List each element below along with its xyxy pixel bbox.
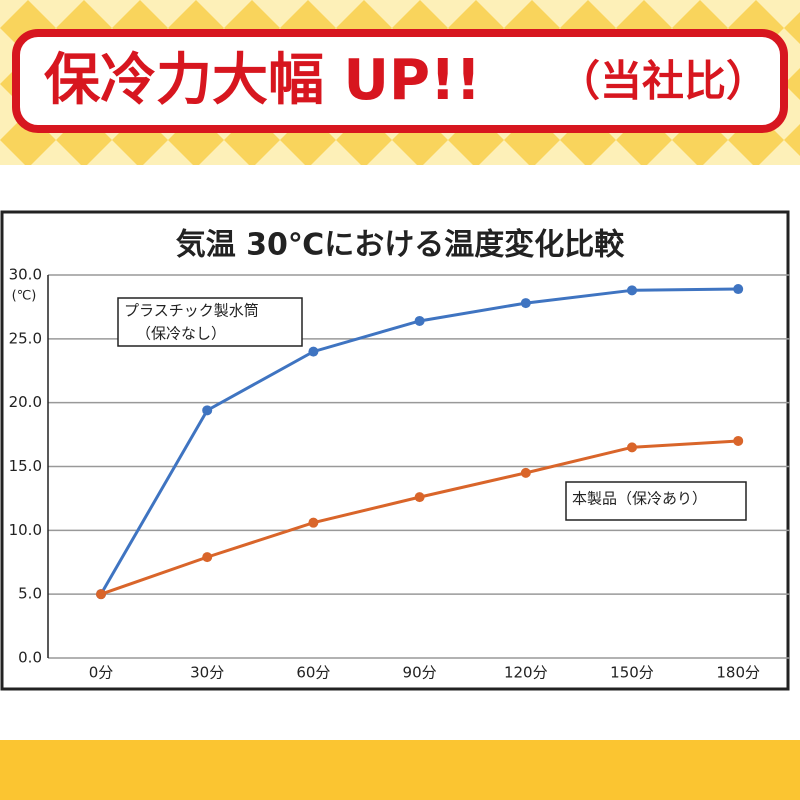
- y-tick-label: 20.0: [9, 393, 42, 411]
- data-point: [627, 285, 637, 296]
- series-label: 本製品（保冷あり）: [572, 490, 707, 508]
- data-point: [733, 435, 744, 446]
- header-box: [12, 29, 788, 133]
- header-title: 保冷力大幅 UP!!: [44, 48, 481, 113]
- x-tick-label: 0分: [89, 664, 114, 682]
- data-point: [520, 298, 531, 309]
- data-point: [96, 589, 106, 600]
- header-note: （当社比）: [558, 57, 768, 106]
- y-tick-label: 0.0: [18, 649, 42, 667]
- y-tick-label: 30.0: [9, 266, 42, 284]
- footer-band: [0, 740, 800, 800]
- data-point: [520, 467, 531, 478]
- y-tick-label: 25.0: [9, 329, 42, 347]
- x-tick-label: 180分: [716, 664, 760, 682]
- series-label: （保冷なし）: [136, 325, 226, 343]
- data-point: [202, 552, 213, 563]
- chart-frame: [0, 210, 790, 691]
- series-label-box: [565, 481, 747, 521]
- series-label: プラスチック製水筒: [124, 302, 259, 320]
- y-tick-label: 10.0: [9, 521, 42, 539]
- x-tick-label: 120分: [504, 664, 548, 682]
- y-unit: (℃): [12, 289, 37, 304]
- y-tick-label: 15.0: [9, 457, 42, 475]
- data-point: [308, 517, 319, 528]
- data-point: [308, 346, 319, 357]
- series-label-box: [117, 297, 303, 347]
- data-point: [627, 442, 637, 453]
- data-point: [414, 315, 425, 326]
- data-point: [414, 492, 425, 503]
- chart-title: 気温 30℃における温度変化比較: [176, 228, 626, 263]
- x-tick-label: 60分: [296, 664, 330, 682]
- x-tick-label: 90分: [403, 664, 437, 682]
- data-point: [733, 284, 744, 295]
- x-tick-label: 30分: [190, 664, 224, 682]
- x-tick-label: 150分: [610, 664, 654, 682]
- y-tick-label: 5.0: [18, 585, 42, 603]
- data-point: [202, 405, 213, 416]
